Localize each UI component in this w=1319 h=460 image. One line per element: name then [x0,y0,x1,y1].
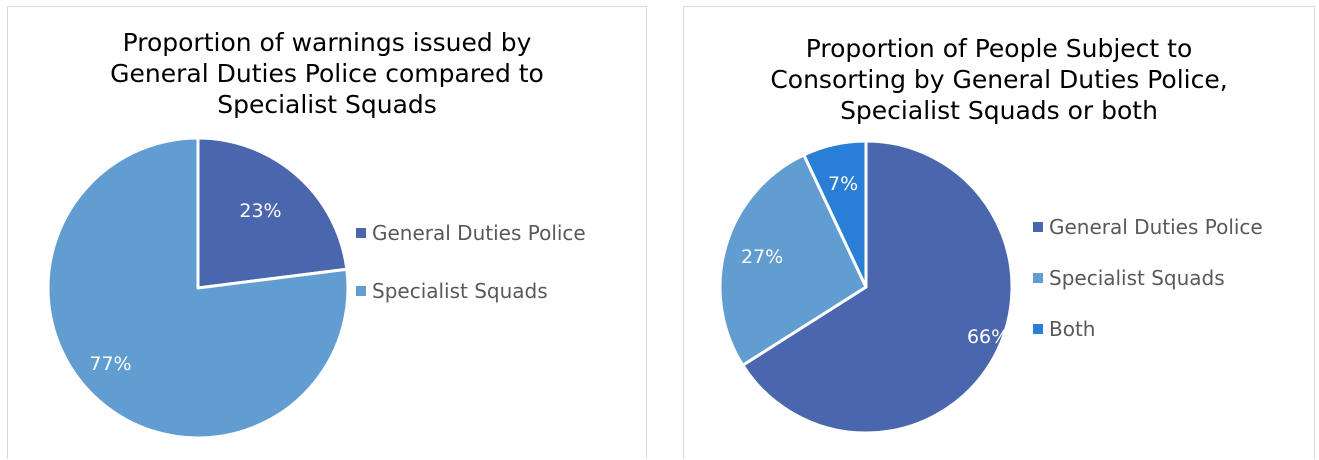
chart-title-line: Specialist Squads or both [840,96,1158,125]
slice-data-label: 7% [828,173,858,195]
chart-title: Proportion of warnings issued by General… [8,27,646,120]
chart-legend: General Duties Police Specialist Squads … [1033,212,1263,365]
legend-label: General Duties Police [372,221,586,245]
legend-swatch [356,286,366,296]
chart-title-line: Proportion of warnings issued by [122,28,532,57]
chart-panel-consorting: Proportion of People Subject to Consorti… [683,6,1315,459]
legend-label: General Duties Police [1049,215,1263,239]
legend-swatch [356,228,366,238]
legend-swatch [1033,222,1043,232]
chart-legend: General Duties Police Specialist Squads [356,218,586,334]
pie-slice [196,136,349,290]
legend-item: Specialist Squads [356,276,586,306]
slice-data-label: 23% [239,200,281,222]
legend-item: Both [1033,314,1263,344]
pie-slice [718,153,868,367]
legend-label: Specialist Squads [372,279,548,303]
legend-label: Specialist Squads [1049,266,1225,290]
legend-item: General Duties Police [1033,212,1263,242]
legend-label: Both [1049,317,1096,341]
slice-data-label: 66% [967,326,1009,348]
pie-slice [741,139,1014,435]
slice-data-label: 77% [89,353,131,375]
pie-slice [802,139,868,289]
legend-item: General Duties Police [356,218,586,248]
pie-chart: 23% 77% [46,136,350,440]
legend-item: Specialist Squads [1033,263,1263,293]
slice-data-label: 27% [741,246,783,268]
chart-title-line: General Duties Police compared to [110,59,544,88]
chart-title-line: Specialist Squads [217,90,437,119]
chart-title-line: Proportion of People Subject to [805,34,1193,63]
chart-title: Proportion of People Subject to Consorti… [684,33,1314,126]
chart-title-line: Consorting by General Duties Police, [770,65,1228,94]
pie-slice [46,136,350,440]
pie-chart: 66% 27% 7% [718,139,1014,435]
legend-swatch [1033,273,1043,283]
chart-panel-warnings: Proportion of warnings issued by General… [7,6,647,459]
legend-swatch [1033,324,1043,334]
